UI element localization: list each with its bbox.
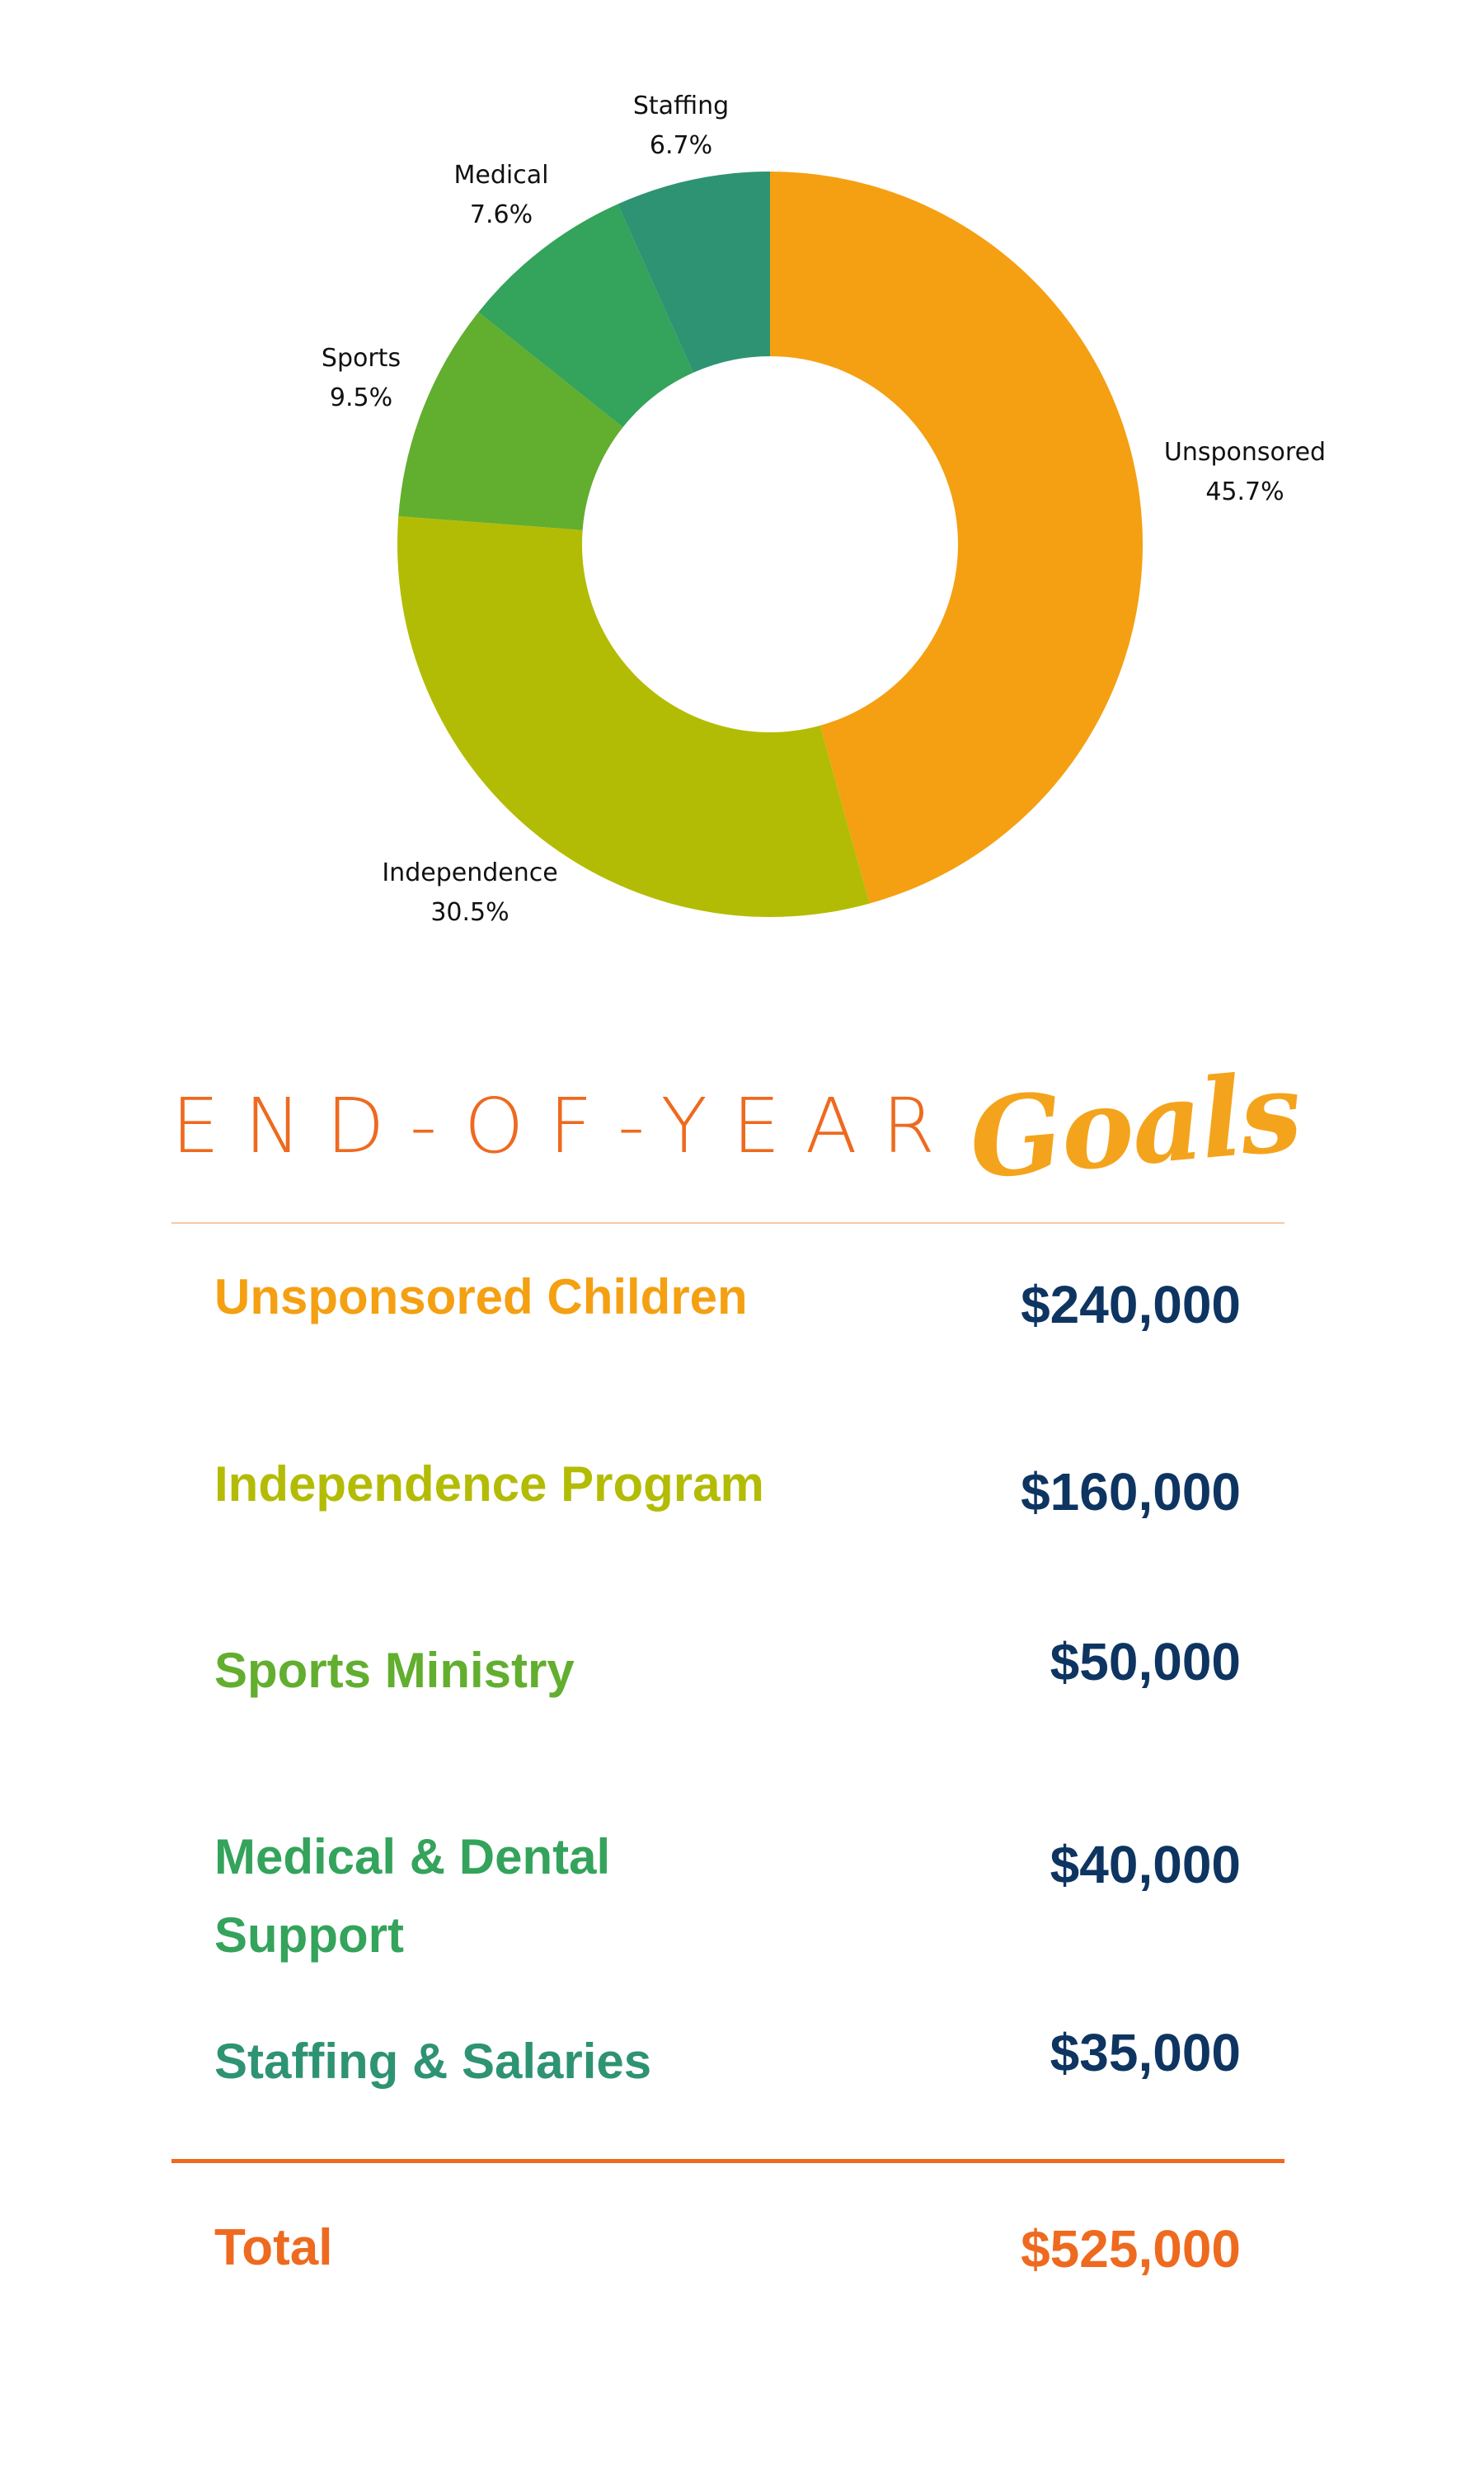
- slice-percent-label: 7.6%: [470, 200, 533, 229]
- heading-script-text: Goals: [965, 1047, 1306, 1204]
- slice-name-label: Staffing: [633, 92, 729, 120]
- total-amount: $525,000: [1021, 2219, 1241, 2279]
- slice-name-label: Sports: [322, 344, 401, 373]
- slice-percent-label: 30.5%: [430, 898, 509, 927]
- donut-slices: [397, 172, 1144, 918]
- top-divider: [171, 1222, 1284, 1224]
- donut-slice-independence: [397, 515, 870, 918]
- goal-label: Sports Ministry: [214, 1643, 575, 1698]
- goal-label: Medical & Dental Support: [214, 1829, 611, 1963]
- goals-heading: END-OF-YEAR Goals: [171, 1047, 1305, 1203]
- slice-percent-label: 45.7%: [1205, 477, 1284, 506]
- goal-amount: $50,000: [1050, 1632, 1241, 1691]
- donut-slice-unsponsored: [770, 172, 1144, 904]
- goal-amount: $40,000: [1050, 1835, 1241, 1894]
- donut-slice-medical: [478, 204, 693, 428]
- slice-percent-label: 9.5%: [330, 383, 392, 412]
- slice-name-label: Unsponsored: [1164, 438, 1326, 467]
- donut-slice-sports: [398, 312, 623, 530]
- goal-amount: $240,000: [1021, 1275, 1241, 1334]
- donut-chart: Unsponsored 45.7% Independence 30.5% Sports 9…: [322, 92, 1326, 927]
- total-label: Total: [214, 2219, 333, 2276]
- heading-main-text: END-OF-YEAR: [171, 1081, 960, 1170]
- total-divider: [171, 2159, 1284, 2163]
- slice-percent-label: 6.7%: [650, 131, 712, 160]
- goal-amount: $35,000: [1050, 2023, 1241, 2082]
- donut-labels: Unsponsored 45.7% Independence 30.5% Sports 9…: [322, 92, 1326, 927]
- donut-slice-staffing: [618, 172, 770, 373]
- goal-amount: $160,000: [1021, 1462, 1241, 1522]
- goal-label: Unsponsored Children: [214, 1269, 748, 1324]
- goal-label: Staffing & Salaries: [214, 2034, 652, 2089]
- goal-label: Independence Program: [214, 1456, 764, 1512]
- slice-name-label: Medical: [454, 161, 549, 190]
- slice-name-label: Independence: [382, 858, 557, 887]
